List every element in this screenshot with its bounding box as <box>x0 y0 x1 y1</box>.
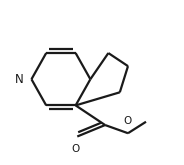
Text: N: N <box>15 73 24 86</box>
Text: O: O <box>124 116 132 126</box>
Text: O: O <box>72 144 80 154</box>
